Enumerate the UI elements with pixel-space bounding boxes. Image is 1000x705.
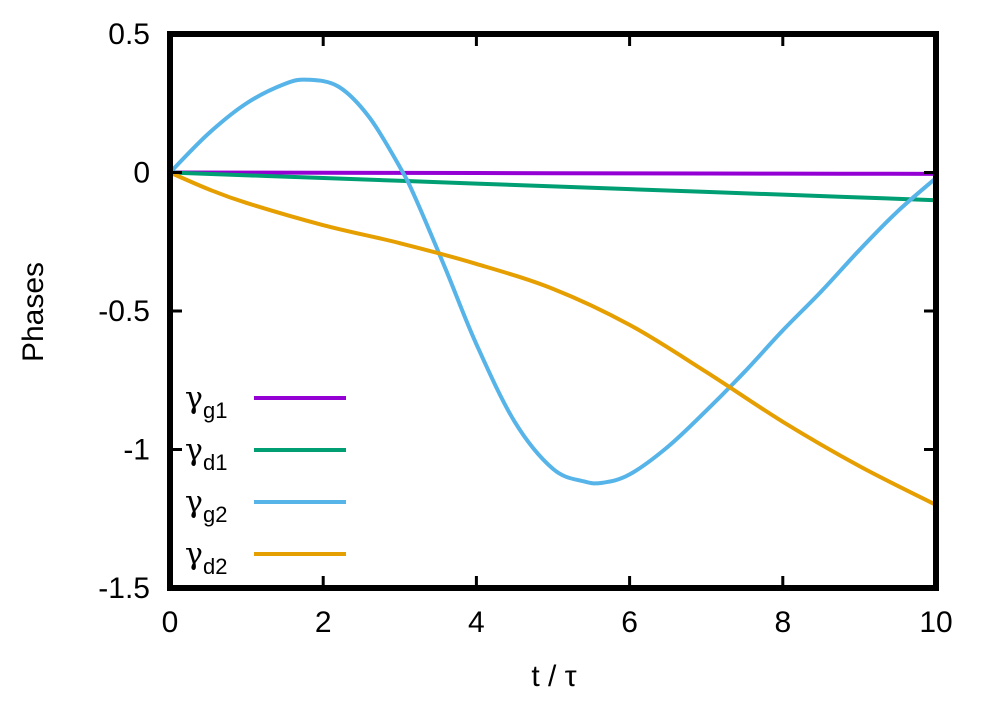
legend-entry-d2: γ d2 (185, 537, 346, 579)
legend-symbol: γ (185, 485, 203, 520)
y-tick-label: -0.5 (98, 295, 150, 328)
x-tick-label: 4 (468, 606, 485, 639)
y-tick-label: 0.5 (108, 18, 150, 51)
x-tick-label: 6 (621, 606, 638, 639)
legend-symbol: γ (185, 537, 203, 572)
series-layer (168, 77, 938, 507)
legend-subscript: g1 (203, 398, 227, 423)
legend-entry-g2: γ g2 (185, 485, 346, 527)
x-axis-title: t / τ (531, 660, 576, 693)
legend-entry-d1: γ d1 (185, 433, 346, 475)
series-line-d2 (168, 170, 938, 507)
series-line-g2 (168, 77, 938, 486)
legend: γ g1γ d1γ g2γ d2 (185, 381, 346, 579)
y-tick-label: -1.5 (98, 572, 150, 605)
series-line-d1 (168, 170, 938, 203)
series-line-g1 (168, 170, 938, 176)
x-tick-label: 8 (774, 606, 791, 639)
y-axis-title: Phases (17, 262, 50, 362)
x-tick-label: 2 (315, 606, 332, 639)
plot-frame (167, 31, 939, 591)
legend-entry-g1: γ g1 (185, 381, 346, 423)
x-tick-label: 0 (162, 606, 179, 639)
legend-subscript: d2 (203, 554, 227, 579)
x-tick-label: 10 (919, 606, 952, 639)
legend-symbol: γ (185, 381, 203, 416)
axis-layer: 0 2 4 6 8 10 0.5 0 -0.5 -1 -1.5 (98, 18, 952, 639)
y-tick-label: -1 (123, 434, 150, 467)
legend-symbol: γ (185, 433, 203, 468)
y-tick-label: 0 (133, 157, 150, 190)
legend-subscript: g2 (203, 502, 227, 527)
legend-subscript: d1 (203, 450, 227, 475)
